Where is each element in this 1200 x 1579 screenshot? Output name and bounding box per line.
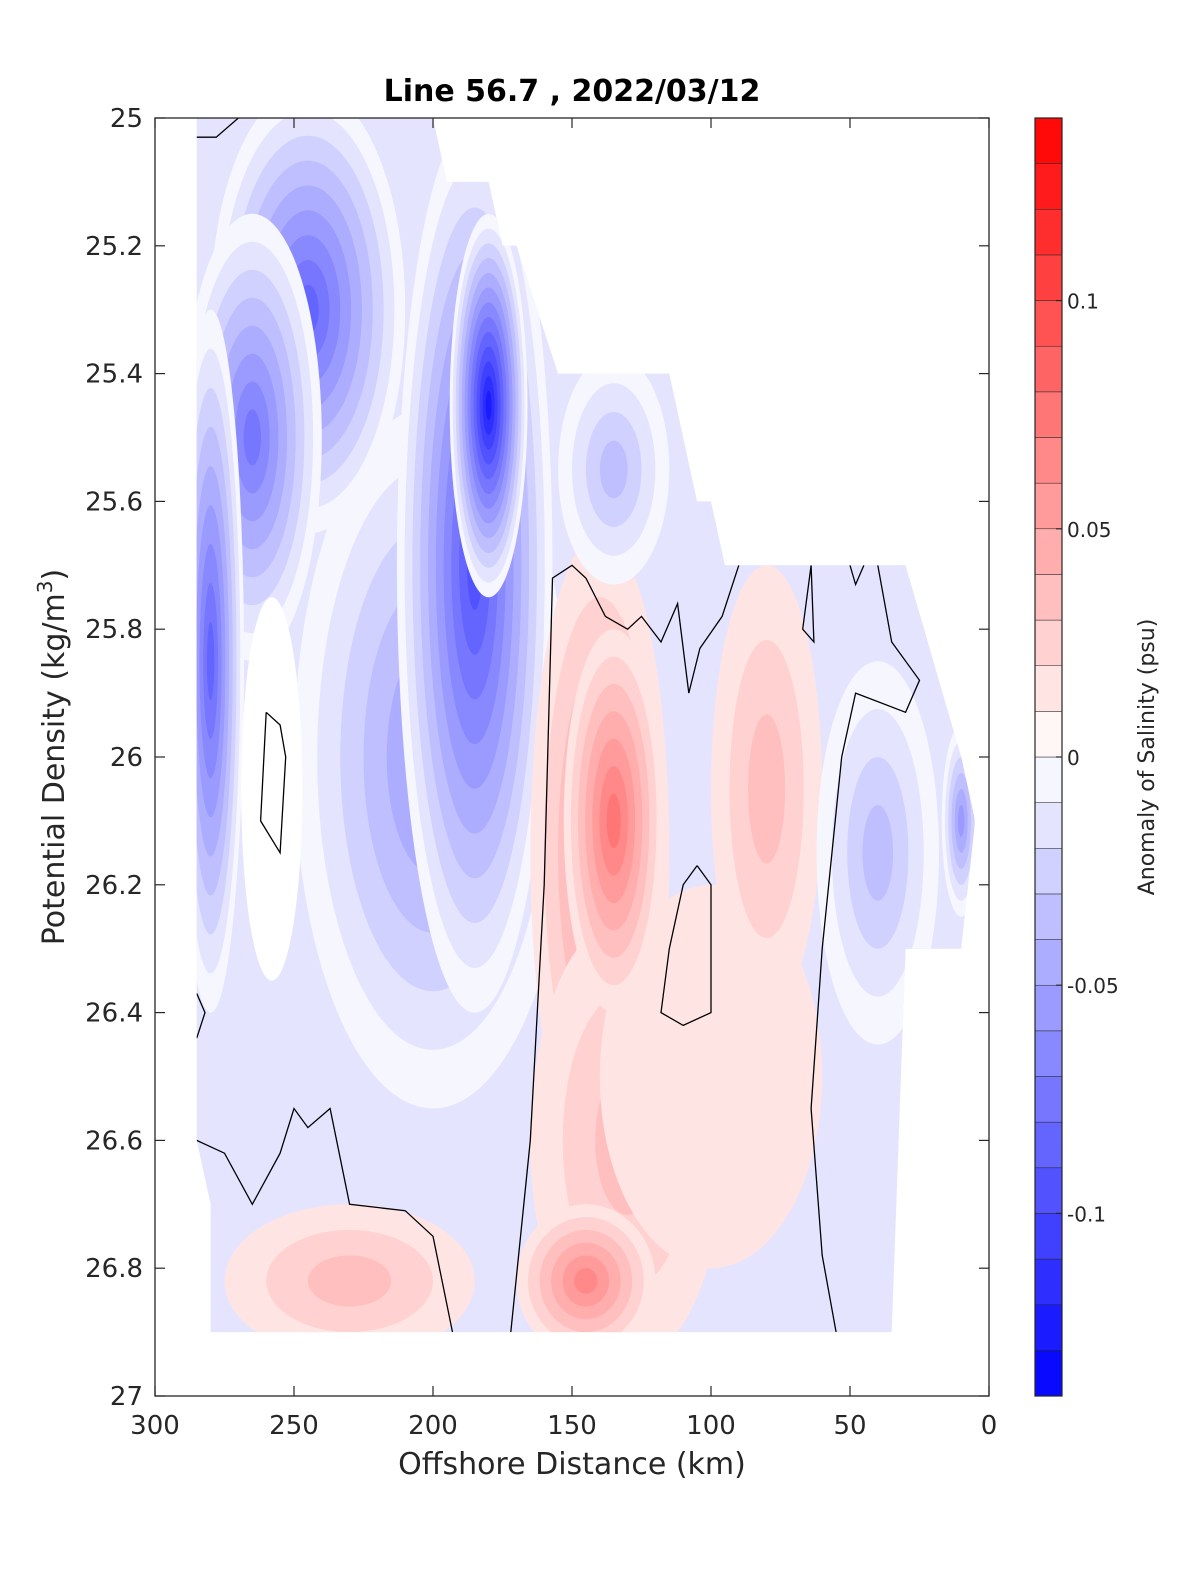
x-tick-label: 250 bbox=[269, 1411, 319, 1441]
zero-contour-5 bbox=[810, 565, 921, 1333]
zero-contour-8 bbox=[660, 865, 712, 1027]
y-tick-label: 25 bbox=[110, 104, 143, 134]
anomaly-feature-11-level-2 bbox=[307, 1255, 392, 1307]
colorbar-swatch bbox=[1034, 254, 1063, 301]
anomaly-feature-12-level-12 bbox=[485, 390, 492, 421]
y-tick-label: 26 bbox=[110, 743, 143, 773]
y-tick-labels: 25 25.2 25.4 25.6 25.8 26 26.2 26.4 26.6 26.8 27 bbox=[85, 104, 143, 1412]
x-axis-label: Offshore Distance (km) bbox=[398, 1447, 746, 1482]
colorbar-swatch bbox=[1034, 1076, 1063, 1123]
zero-contours bbox=[196, 118, 921, 1333]
y-tick-label: 25.6 bbox=[85, 487, 143, 517]
y-axis-label-close: ) bbox=[37, 569, 72, 581]
colorbar-swatch bbox=[1034, 1030, 1063, 1077]
anomaly-feature-7-level-2 bbox=[748, 714, 786, 864]
colorbar-swatch bbox=[1034, 163, 1063, 210]
y-tick-label: 25.8 bbox=[85, 615, 143, 645]
colorbar-swatch bbox=[1034, 528, 1063, 575]
x-tick-label: 50 bbox=[833, 1411, 866, 1441]
colorbar-swatch bbox=[1034, 1304, 1063, 1351]
anomaly-feature-8-level-8 bbox=[206, 622, 215, 701]
colorbar-swatch bbox=[1034, 802, 1063, 849]
colorbar-swatch bbox=[1034, 437, 1063, 484]
zero-contour-7 bbox=[196, 993, 206, 1039]
x-tick-label: 100 bbox=[686, 1411, 736, 1441]
colorbar-swatch bbox=[1034, 574, 1063, 621]
colorbar-swatch bbox=[1034, 619, 1063, 666]
colorbar-swatch bbox=[1034, 300, 1063, 347]
y-tick-label: 26.8 bbox=[85, 1254, 143, 1284]
colorbar-swatch bbox=[1034, 711, 1063, 758]
colorbar-label: Anomaly of Salinity (psu) bbox=[1135, 619, 1160, 896]
zero-contour-0 bbox=[196, 118, 239, 138]
x-tick-label: 300 bbox=[130, 1411, 180, 1441]
anomaly-field bbox=[196, 118, 976, 1333]
colorbar-ticks: -0.1 -0.05 0 0.05 0.1 bbox=[1056, 290, 1119, 1226]
colorbar-swatch bbox=[1034, 939, 1063, 986]
anomaly-feature-10-level-6 bbox=[606, 793, 621, 849]
anomaly-feature-6-level-7 bbox=[243, 409, 261, 466]
y-axis-label: Potential Density (kg/m3) bbox=[33, 569, 72, 945]
zero-contour-4 bbox=[849, 565, 865, 587]
colorbar-tick-label: -0.05 bbox=[1067, 974, 1119, 998]
colorbar-swatch bbox=[1034, 1258, 1063, 1305]
anomaly-feature-14-level-0 bbox=[241, 597, 303, 981]
colorbar: -0.1 -0.05 0 0.05 0.1 bbox=[1034, 117, 1119, 1397]
colorbar-swatch bbox=[1034, 984, 1063, 1032]
colorbar-swatch bbox=[1034, 756, 1063, 803]
colorbar-swatch bbox=[1034, 209, 1063, 256]
anomaly-feature-15-level-5 bbox=[574, 1268, 598, 1294]
colorbar-swatch bbox=[1034, 391, 1063, 438]
zero-contour-2 bbox=[510, 564, 740, 1333]
colorbar-swatch bbox=[1034, 848, 1063, 895]
colorbar-tick-label: 0.05 bbox=[1067, 518, 1112, 542]
colorbar-swatch bbox=[1034, 482, 1063, 530]
x-tick-label: 0 bbox=[981, 1411, 998, 1441]
y-tick-label: 26.2 bbox=[85, 871, 143, 901]
anomaly-feature-9-level-3 bbox=[862, 804, 894, 901]
colorbar-tick-label: 0.1 bbox=[1067, 290, 1099, 314]
colorbar-swatch bbox=[1034, 1167, 1063, 1214]
colorbar-swatches bbox=[1034, 117, 1063, 1397]
zero-contour-3 bbox=[802, 565, 815, 644]
y-tick-label: 26.6 bbox=[85, 1126, 143, 1156]
chart-title: Line 56.7 , 2022/03/12 bbox=[384, 74, 761, 109]
y-tick-label: 26.4 bbox=[85, 999, 143, 1029]
y-tick-label: 25.4 bbox=[85, 360, 143, 390]
colorbar-swatch bbox=[1034, 665, 1063, 712]
zero-contour-6 bbox=[259, 711, 287, 855]
colorbar-frame bbox=[1034, 117, 1063, 1397]
colorbar-swatch bbox=[1034, 1350, 1063, 1397]
y-tick-label: 27 bbox=[110, 1382, 143, 1412]
colorbar-swatch bbox=[1034, 893, 1063, 940]
x-tick-labels: 300 250 200 150 100 50 0 bbox=[130, 1411, 997, 1441]
y-axis-label-base: Potential Density (kg/m bbox=[37, 593, 72, 945]
plot-area bbox=[154, 117, 990, 1397]
colorbar-swatch bbox=[1034, 1213, 1063, 1260]
colorbar-swatch bbox=[1034, 345, 1063, 393]
colorbar-tick-label: -0.1 bbox=[1067, 1202, 1106, 1226]
y-axis-label-superscript: 3 bbox=[33, 580, 57, 593]
colorbar-swatch bbox=[1034, 117, 1063, 164]
colorbar-tick-label: 0 bbox=[1067, 746, 1080, 770]
plot-frame bbox=[154, 117, 990, 1397]
x-tick-label: 200 bbox=[408, 1411, 458, 1441]
x-tick-label: 150 bbox=[547, 1411, 597, 1441]
y-tick-label: 25.2 bbox=[85, 232, 143, 262]
anomaly-feature-16-level-5 bbox=[958, 804, 965, 837]
colorbar-swatch bbox=[1034, 1121, 1063, 1169]
zero-contour-1 bbox=[196, 1107, 454, 1333]
anomaly-feature-13-level-3 bbox=[599, 440, 628, 499]
